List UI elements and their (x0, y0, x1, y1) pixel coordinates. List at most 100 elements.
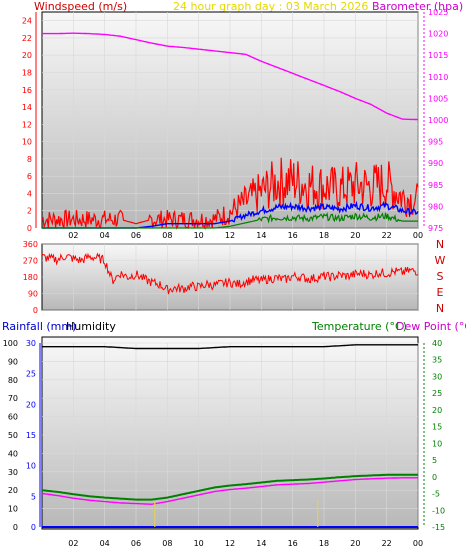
wind-time-tick-label: 06 (131, 231, 141, 240)
windspeed-tick-label: 8 (27, 155, 32, 164)
temperature-axis-title: Temperature (°C) (311, 320, 407, 333)
temperature-tick-label: 0 (432, 473, 437, 482)
windspeed-tick-label: 2 (27, 207, 32, 216)
direction-degree-tick-label: 180 (23, 273, 38, 282)
rainfall-tick-label: 10 (26, 462, 36, 471)
temperature-tick-label: 35 (432, 356, 442, 365)
temperature-tick-labels: -15 -10 -5 0 5 10 15 20 25 30 35 40 (423, 339, 445, 532)
rain-time-tick-label: 18 (319, 539, 329, 548)
humidity-tick-label: 30 (8, 468, 18, 477)
humidity-tick-label: 60 (8, 413, 18, 422)
rain-time-tick-label: 20 (350, 539, 360, 548)
rainfall-axis-title: Rainfall (mm) (2, 320, 76, 333)
wind-direction-series (41, 252, 419, 295)
temperature-tick-label: 5 (432, 456, 437, 465)
temperature-tick-label: 10 (432, 439, 442, 448)
barometer-tick-label: 995 (428, 138, 443, 147)
wind-direction-line (41, 252, 419, 295)
wind-time-tick-label: 02 (68, 231, 78, 240)
barometer-tick-label: 1020 (428, 30, 448, 39)
temperature-tick-label: 40 (432, 339, 442, 348)
rainfall-tick-label: 5 (31, 492, 36, 501)
wind-time-tick-label: 08 (162, 231, 172, 240)
windspeed-tick-label: 12 (22, 120, 32, 129)
rainfall-tick-labels: 0 5 10 15 20 25 30 (26, 339, 41, 532)
wind-direction-grid (42, 243, 419, 311)
temperature-tick-label: 30 (432, 372, 442, 381)
rain-time-tick-label: 10 (194, 539, 204, 548)
windspeed-tick-label: 20 (22, 51, 32, 60)
direction-degree-tick-label: 360 (23, 240, 38, 249)
barometer-tick-label: 1000 (428, 116, 448, 125)
windspeed-tick-label: 6 (27, 172, 32, 181)
wind-low-line (42, 212, 418, 229)
wind-time-tick-label: 10 (194, 231, 204, 240)
direction-compass-tick-label: S (437, 270, 444, 283)
humidity-tick-label: 10 (8, 505, 18, 514)
temperature-tick-label: 20 (432, 406, 442, 415)
rainfall-tick-label: 20 (26, 400, 36, 409)
wind-time-tick-label: 20 (350, 231, 360, 240)
barometer-tick-labels: 975 980 985 990 995 1000 1005 1010 1015 1020 1025 (423, 8, 448, 233)
barometer-tick-label: 975 (428, 224, 443, 233)
rain-time-tick-label: 00 (413, 539, 423, 548)
humidity-tick-label: 0 (13, 523, 18, 532)
humidity-tick-label: 20 (8, 486, 18, 495)
humidity-tick-label: 90 (8, 357, 18, 366)
windspeed-tick-label: 18 (22, 68, 32, 77)
barometer-axis-title: Barometer (hpa) (372, 0, 463, 13)
dewpoint-axis-title: Dew Point (°C) (396, 320, 466, 333)
humidity-tick-label: 80 (8, 376, 18, 385)
wind-time-tick-label: 00 (413, 231, 423, 240)
windspeed-tick-label: 0 (27, 224, 32, 233)
rainfall-tick-label: 0 (31, 523, 36, 532)
rain-time-tick-label: 22 (382, 539, 392, 548)
rain-time-tick-label: 04 (100, 539, 110, 548)
rainfall-tick-label: 15 (26, 431, 36, 440)
rain-time-tick-label: 02 (68, 539, 78, 548)
wind-time-tick-label: 14 (256, 231, 266, 240)
rain-time-tick-label: 14 (256, 539, 266, 548)
direction-degree-tick-label: 270 (23, 257, 38, 266)
temperature-tick-label: -10 (432, 506, 445, 515)
direction-degree-tick-label: 0 (33, 306, 38, 315)
windspeed-tick-label: 24 (22, 17, 32, 26)
direction-compass-tick-label: E (437, 286, 444, 299)
windspeed-tick-label: 16 (22, 86, 32, 95)
barometer-tick-label: 1010 (428, 73, 448, 82)
windspeed-tick-label: 22 (22, 34, 32, 43)
temperature-tick-label: 25 (432, 389, 442, 398)
dewpoint-line (41, 477, 418, 506)
wind-time-tick-label: 12 (225, 231, 235, 240)
rainfall-tick-label: 30 (26, 339, 36, 348)
barometer-tick-label: 985 (428, 181, 443, 190)
humidity-tick-label: 40 (8, 449, 18, 458)
barometer-tick-label: 1015 (428, 51, 448, 60)
windspeed-tick-label: 14 (22, 103, 32, 112)
humidity-tick-label: 50 (8, 431, 18, 440)
graph-title: 24 hour graph day : 03 March 2026 (173, 0, 368, 13)
barometer-tick-label: 990 (428, 159, 443, 168)
wind-time-tick-label: 18 (319, 231, 329, 240)
rain-time-tick-label: 06 (131, 539, 141, 548)
direction-compass-tick-label: N (436, 238, 444, 251)
windspeed-axis-title: Windspeed (m/s) (34, 0, 127, 13)
rain-time-tick-label: 16 (288, 539, 298, 548)
rain-time-tick-label: 08 (162, 539, 172, 548)
direction-degree-tick-labels: 0 90 180 270 360 (23, 240, 38, 315)
humidity-tick-label: 70 (8, 394, 18, 403)
barometer-tick-label: 1005 (428, 94, 448, 103)
rain-time-tick-label: 12 (225, 539, 235, 548)
wind-time-tick-label: 16 (288, 231, 298, 240)
humidity-tick-label: 100 (3, 339, 18, 348)
wind-gust-line (41, 157, 419, 231)
temperature-line (41, 473, 418, 501)
direction-compass-tick-label: W (435, 254, 446, 267)
humidity-axis-title: Humidity (66, 320, 116, 333)
temperature-tick-label: -5 (432, 490, 440, 499)
rain-time-tick-labels: 02 04 06 08 10 12 14 16 18 20 22 00 (68, 539, 423, 548)
rainfall-tick-label: 25 (26, 370, 36, 379)
temperature-tick-label: 15 (432, 423, 442, 432)
